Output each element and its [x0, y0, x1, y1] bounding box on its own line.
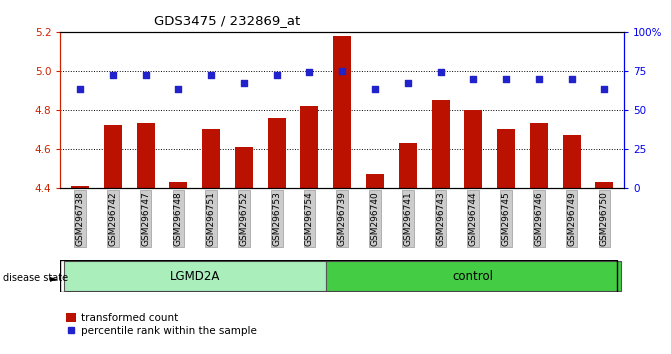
Bar: [366, 174, 384, 188]
FancyBboxPatch shape: [326, 261, 621, 291]
Bar: [595, 182, 613, 188]
Bar: [104, 125, 122, 188]
Point: [501, 76, 511, 81]
Bar: [399, 143, 417, 188]
Bar: [497, 129, 515, 188]
Point: [370, 87, 380, 92]
Legend: transformed count, percentile rank within the sample: transformed count, percentile rank withi…: [66, 313, 257, 336]
Text: GSM296747: GSM296747: [141, 191, 150, 246]
Point: [74, 87, 85, 92]
Point: [468, 76, 478, 81]
Text: GSM296744: GSM296744: [469, 191, 478, 246]
Point: [533, 76, 544, 81]
Bar: [268, 118, 286, 188]
Text: ►: ►: [50, 273, 57, 283]
Text: GSM296749: GSM296749: [567, 191, 576, 246]
Text: GSM296745: GSM296745: [501, 191, 511, 246]
Text: GDS3475 / 232869_at: GDS3475 / 232869_at: [154, 14, 301, 27]
Point: [107, 73, 118, 78]
Bar: [71, 186, 89, 188]
Bar: [530, 123, 548, 188]
Text: GSM296751: GSM296751: [207, 191, 215, 246]
Text: GSM296739: GSM296739: [338, 191, 347, 246]
Bar: [169, 182, 187, 188]
Bar: [333, 36, 351, 188]
Point: [271, 73, 282, 78]
Point: [304, 69, 315, 75]
Point: [337, 68, 348, 74]
Point: [206, 73, 217, 78]
Text: LGMD2A: LGMD2A: [170, 270, 220, 282]
Bar: [301, 106, 319, 188]
Point: [173, 87, 184, 92]
Text: GSM296746: GSM296746: [534, 191, 544, 246]
Point: [435, 69, 446, 75]
Text: GSM296754: GSM296754: [305, 191, 314, 246]
Bar: [137, 123, 154, 188]
Text: GSM296741: GSM296741: [403, 191, 412, 246]
Bar: [235, 147, 253, 188]
Point: [566, 76, 577, 81]
FancyBboxPatch shape: [64, 261, 326, 291]
Bar: [202, 129, 220, 188]
Text: GSM296742: GSM296742: [108, 191, 117, 246]
Text: GSM296753: GSM296753: [272, 191, 281, 246]
Bar: [431, 100, 450, 188]
Bar: [464, 110, 482, 188]
Text: control: control: [453, 270, 494, 282]
Text: GSM296750: GSM296750: [600, 191, 609, 246]
Text: disease state: disease state: [3, 273, 68, 283]
Point: [599, 87, 610, 92]
Point: [238, 80, 249, 86]
Bar: [562, 135, 580, 188]
Point: [403, 80, 413, 86]
Text: GSM296740: GSM296740: [370, 191, 380, 246]
Text: GSM296738: GSM296738: [76, 191, 85, 246]
Text: GSM296743: GSM296743: [436, 191, 445, 246]
Text: GSM296752: GSM296752: [240, 191, 248, 246]
Point: [140, 73, 151, 78]
Text: GSM296748: GSM296748: [174, 191, 183, 246]
